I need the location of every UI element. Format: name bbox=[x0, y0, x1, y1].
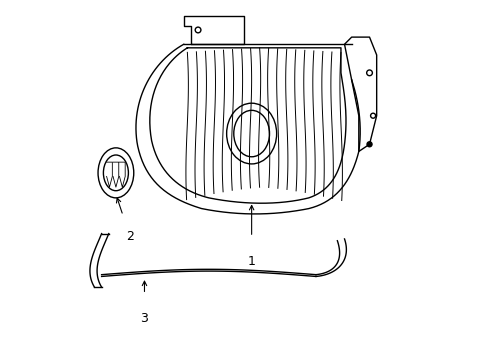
Circle shape bbox=[366, 142, 371, 147]
Text: 3: 3 bbox=[140, 312, 148, 325]
Text: 1: 1 bbox=[247, 255, 255, 268]
Text: 2: 2 bbox=[126, 230, 134, 243]
